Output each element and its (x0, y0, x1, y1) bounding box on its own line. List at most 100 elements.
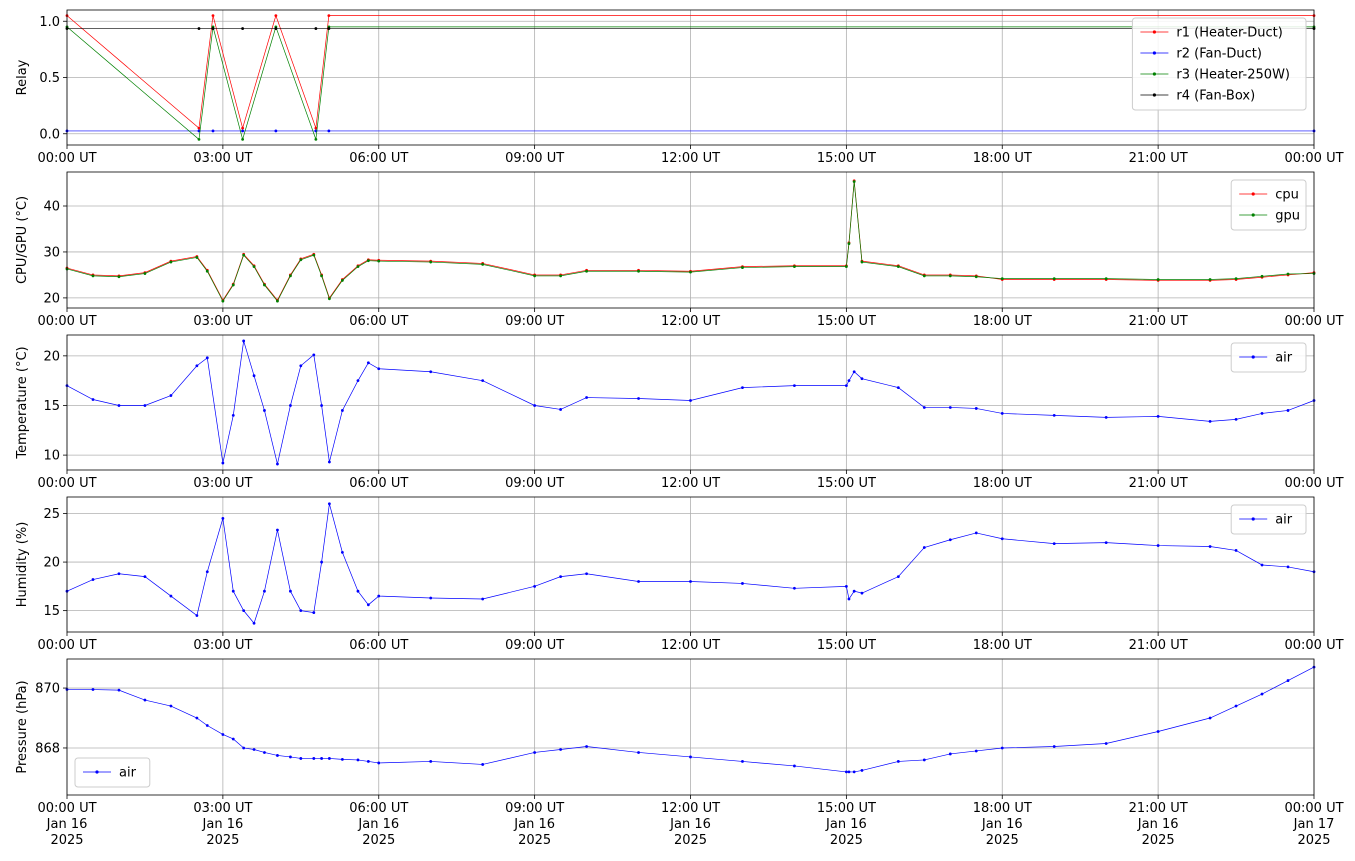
data-point (429, 260, 433, 264)
y-tick-label: 0.5 (39, 71, 60, 86)
data-point (860, 260, 864, 264)
data-point (205, 570, 209, 574)
y-axis-label: Temperature (°C) (15, 346, 30, 459)
legend-marker (1152, 72, 1156, 76)
data-point (340, 550, 344, 554)
data-point (741, 386, 744, 390)
x-tick-label: 18:00 UT (972, 151, 1032, 166)
data-point (299, 364, 303, 368)
data-point (741, 760, 744, 763)
x-tick-label: 12:00 UT Jan 16 2025 (660, 801, 721, 848)
data-point (117, 688, 121, 692)
data-point (276, 299, 279, 303)
data-point (585, 745, 588, 748)
data-point (1156, 414, 1160, 418)
data-point (922, 274, 926, 278)
data-point (314, 126, 318, 130)
legend-label: air (1275, 513, 1293, 528)
data-point (241, 126, 245, 130)
data-point (143, 404, 147, 407)
y-tick-label: 868 (35, 741, 60, 756)
data-point (793, 764, 796, 768)
plot-frame (66, 171, 1315, 309)
data-point (948, 274, 952, 278)
x-tick-label: 03:00 UT (193, 314, 253, 329)
data-point (211, 129, 215, 133)
data-point (221, 461, 225, 465)
legend-marker (1152, 93, 1156, 97)
x-tick-label: 12:00 UT (660, 476, 721, 491)
data-point (1000, 412, 1004, 415)
x-tick-label: 00:00 UT (1284, 476, 1344, 491)
data-point (205, 724, 209, 727)
data-point (860, 591, 864, 595)
y-tick-label: 15 (43, 604, 60, 619)
data-point (844, 265, 848, 269)
x-tick-label: 00:00 UT Jan 16 2025 (37, 801, 97, 848)
data-point (429, 760, 433, 763)
data-point (377, 367, 381, 371)
data-point (242, 609, 246, 613)
data-point (356, 758, 360, 762)
series-line (67, 666, 1315, 773)
x-tick-label: 15:00 UT (816, 638, 876, 653)
data-point (327, 460, 331, 464)
data-point (242, 253, 246, 257)
y-axis-label: Pressure (hPa) (15, 680, 30, 773)
data-point (1052, 277, 1056, 280)
x-tick-label: 21:00 UT (1128, 638, 1188, 653)
data-point (844, 770, 848, 774)
data-point (533, 584, 537, 588)
x-tick-label: 21:00 UT (1128, 476, 1188, 491)
x-tick-label: 18:00 UT Jan 16 2025 (972, 801, 1032, 848)
data-point (221, 516, 225, 520)
y-tick-label: 20 (43, 291, 60, 306)
data-point (1052, 745, 1056, 748)
data-point (1000, 277, 1004, 280)
legend-label: r1 (Heater-Duct) (1176, 26, 1282, 41)
data-point (274, 27, 278, 30)
legend-box (1230, 342, 1307, 373)
data-point (263, 589, 266, 593)
x-tick-label: 12:00 UT (660, 314, 721, 329)
data-point (231, 283, 235, 287)
series-line (66, 14, 1314, 130)
y-tick-label: 25 (43, 507, 60, 522)
data-point (340, 279, 344, 282)
legend-label: r2 (Fan-Duct) (1176, 47, 1262, 62)
data-point (327, 502, 331, 506)
legend-marker (1251, 213, 1255, 217)
data-point (327, 14, 331, 18)
data-point (847, 242, 851, 246)
data-point (289, 755, 292, 759)
data-point (117, 275, 121, 279)
legend-label: cpu (1275, 188, 1299, 203)
data-point (327, 129, 331, 133)
x-tick-label: 21:00 UT Jan 16 2025 (1128, 801, 1188, 848)
data-point (948, 538, 952, 542)
series-line (66, 25, 1314, 141)
data-point (377, 761, 381, 765)
data-point (327, 297, 331, 301)
data-point (637, 397, 640, 400)
legend-marker (1152, 51, 1156, 55)
data-point (844, 584, 848, 588)
legend-label: air (1275, 351, 1293, 366)
data-point (922, 406, 926, 409)
y-axis-label: Relay (15, 59, 30, 95)
x-tick-label: 00:00 UT (1284, 314, 1344, 329)
data-point (852, 370, 856, 374)
data-point (896, 575, 900, 579)
data-point (241, 137, 245, 141)
x-tick-label: 06:00 UT (349, 476, 409, 491)
data-point (205, 269, 209, 273)
data-point (320, 757, 323, 760)
legend: cpu gpu (1230, 179, 1307, 231)
data-point (689, 399, 692, 402)
data-point (143, 698, 147, 702)
x-tick-label: 15:00 UT Jan 16 2025 (816, 801, 876, 848)
x-tick-label: 18:00 UT (972, 638, 1032, 653)
data-point (231, 589, 235, 593)
data-point (169, 394, 173, 397)
data-point (559, 748, 563, 751)
